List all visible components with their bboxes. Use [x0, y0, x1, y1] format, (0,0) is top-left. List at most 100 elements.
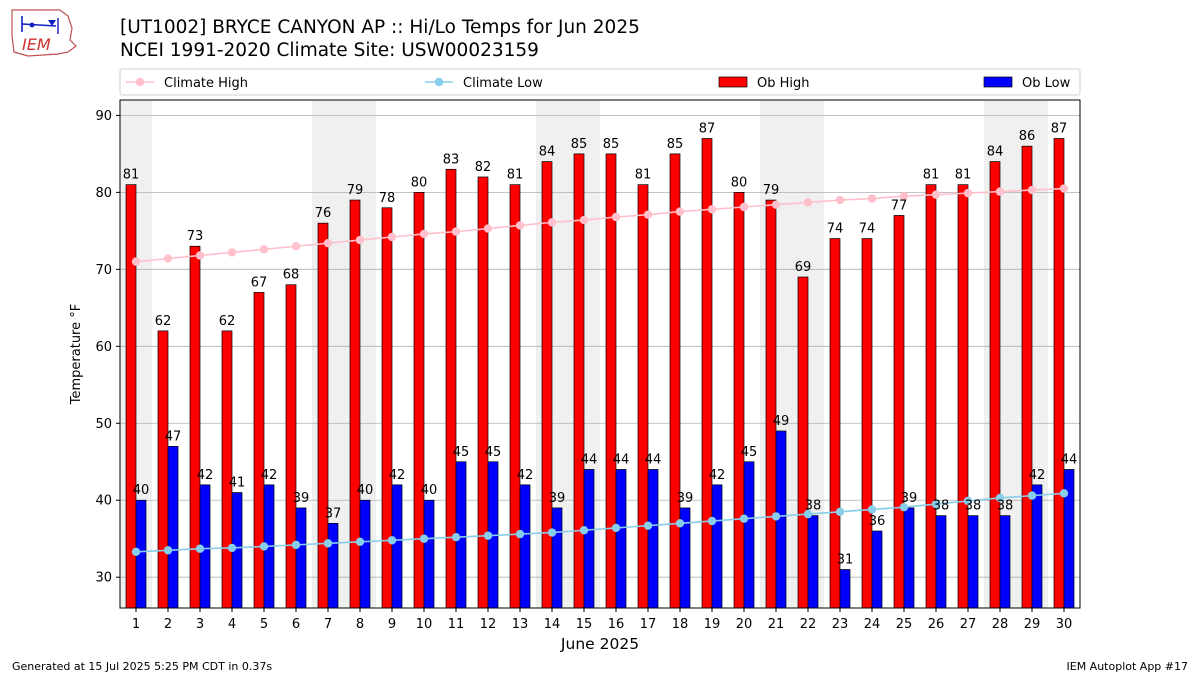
ob-high-bar: [893, 215, 905, 609]
ob-low-bar: [423, 499, 435, 609]
ob-high-label: 79: [347, 183, 364, 198]
ob-low-bar: [935, 515, 947, 609]
climate-low-point: [291, 540, 301, 550]
generated-footer: Generated at 15 Jul 2025 5:25 PM CDT in …: [12, 660, 273, 673]
climate-low-point: [419, 534, 429, 543]
climate-low-point: [355, 537, 365, 547]
climate-high-point: [131, 257, 141, 266]
climate-low-point: [771, 512, 781, 521]
legend-label: Ob Low: [1022, 76, 1071, 91]
climate-high-line: [135, 187, 1065, 263]
x-tick-label: 13: [512, 617, 529, 632]
climate-low-point: [195, 544, 205, 553]
ob-low-label: 39: [901, 491, 918, 506]
x-tick-label: 3: [196, 617, 204, 632]
ob-high-bar: [349, 199, 361, 609]
climate-low-point: [579, 526, 589, 535]
climate-high-point: [739, 202, 749, 212]
ob-low-label: 40: [133, 483, 150, 498]
x-tick-label: 30: [1056, 617, 1073, 632]
ob-low-bar: [839, 569, 851, 609]
climate-low-point: [611, 523, 621, 533]
climate-low-point: [515, 529, 525, 539]
ob-high-label: 83: [443, 152, 460, 167]
climate-low-line: [135, 492, 1065, 553]
climate-high-point: [291, 242, 301, 251]
ob-high-label: 81: [923, 168, 940, 183]
legend: Climate High Climate Low Ob High Ob Low: [119, 68, 1081, 96]
x-tick-label: 10: [416, 617, 433, 632]
ob-high-bar: [765, 199, 777, 609]
y-tick-label: 40: [95, 494, 112, 509]
x-tick-label: 7: [324, 617, 332, 632]
ob-high-bar: [957, 184, 969, 609]
legend-label: Climate Low: [463, 76, 543, 91]
legend-bar-marker: [983, 76, 1013, 88]
climate-low-point: [547, 528, 557, 537]
ob-high-label: 74: [827, 222, 844, 237]
ob-high-label: 85: [667, 137, 684, 152]
climate-low-point: [387, 536, 397, 545]
x-tick-label: 25: [896, 617, 913, 632]
ob-low-label: 40: [421, 483, 438, 498]
climate-low-point: [707, 516, 717, 526]
ob-low-bar: [999, 515, 1011, 609]
ob-high-label: 85: [571, 137, 588, 152]
x-tick-label: 16: [608, 617, 625, 632]
ob-high-bar: [541, 161, 553, 609]
ob-low-label: 36: [869, 514, 886, 529]
x-tick-label: 21: [768, 617, 785, 632]
climate-low-point: [259, 542, 269, 551]
climate-high-point: [835, 195, 845, 205]
ob-high-label: 80: [731, 175, 748, 190]
climate-low-point: [1059, 489, 1069, 498]
ob-high-label: 69: [795, 260, 812, 275]
ob-low-bar: [327, 522, 339, 609]
climate-high-point: [451, 227, 461, 236]
x-tick-label: 6: [292, 617, 300, 632]
ob-high-bar: [285, 284, 297, 609]
x-tick-label: 18: [672, 617, 689, 632]
ob-low-bar: [871, 530, 883, 609]
ob-low-label: 39: [293, 491, 310, 506]
climate-low-point: [163, 546, 173, 555]
legend-point-marker: [135, 77, 145, 87]
ob-low-bar: [295, 507, 307, 609]
ob-low-bar: [583, 469, 595, 609]
climate-low-point: [227, 543, 237, 553]
chart-title-line1: [UT1002] BRYCE CANYON AP :: Hi/Lo Temps …: [120, 17, 640, 38]
ob-low-bar: [359, 499, 371, 609]
x-tick-label: 15: [576, 617, 593, 632]
ob-low-label: 41: [229, 476, 246, 491]
x-tick-label: 8: [356, 617, 364, 632]
climate-low-point: [1027, 491, 1037, 500]
x-tick-label: 11: [448, 617, 465, 632]
climate-high-point: [227, 248, 237, 257]
climate-low-point: [643, 521, 653, 530]
y-tick-label: 90: [95, 109, 112, 124]
ob-low-label: 37: [325, 506, 342, 521]
ob-high-bar: [413, 192, 425, 609]
ob-low-bar: [519, 484, 531, 609]
x-tick-label: 26: [928, 617, 945, 632]
legend-box: [119, 68, 1081, 96]
ob-high-label: 84: [987, 145, 1004, 160]
climate-low-point: [483, 531, 493, 540]
x-tick-label: 20: [736, 617, 753, 632]
ob-high-label: 62: [219, 314, 236, 329]
x-tick-label: 24: [864, 617, 881, 632]
ob-high-bar: [733, 192, 745, 609]
x-tick-label: 4: [228, 617, 236, 632]
climate-high-point: [707, 205, 717, 214]
ob-low-label: 38: [997, 499, 1014, 514]
ob-high-bar: [125, 184, 137, 609]
plot-frame: [119, 99, 1081, 609]
climate-high-point: [419, 229, 429, 239]
legend-label: Ob High: [757, 76, 810, 91]
climate-high-point: [963, 188, 973, 198]
climate-high-point: [547, 218, 557, 227]
x-tick-label: 12: [480, 617, 497, 632]
ob-high-bar: [381, 207, 393, 609]
ob-high-label: 85: [603, 137, 620, 152]
